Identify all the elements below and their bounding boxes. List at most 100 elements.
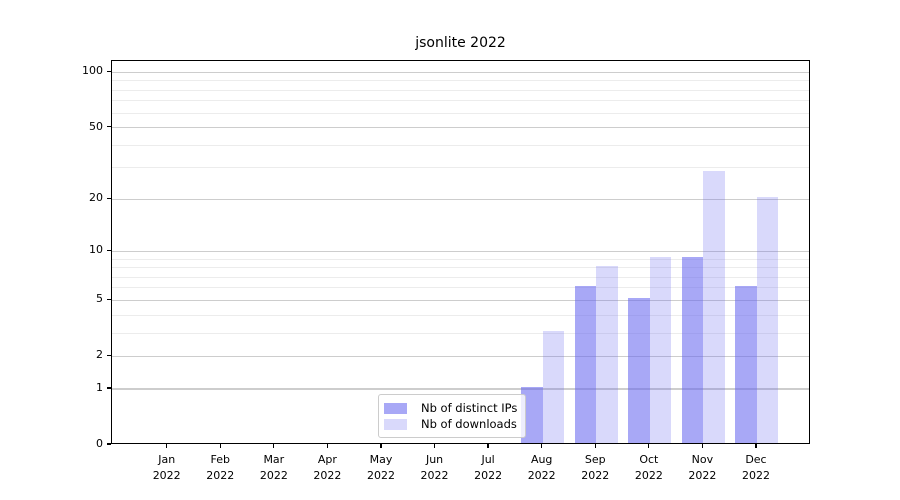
x-tick-label-jun: Jun 2022 xyxy=(407,452,463,483)
legend-label-downloads: Nb of downloads xyxy=(421,417,517,431)
plot-area: Nb of distinct IPs Nb of downloads xyxy=(111,60,810,444)
x-tick-label-month: Feb xyxy=(210,453,230,466)
y-tick-0 xyxy=(106,443,111,445)
gridline-major-100 xyxy=(112,71,809,73)
y-tick-label-2: 2 xyxy=(96,348,103,362)
legend-item-downloads: Nb of downloads xyxy=(384,416,517,432)
x-tick-label-year: 2022 xyxy=(259,468,288,482)
gridline-minor-90 xyxy=(112,80,809,82)
x-tick-label-year: 2022 xyxy=(313,468,342,482)
bar-nb-of-downloads-aug xyxy=(542,331,565,443)
gridline-major-1 xyxy=(112,388,809,390)
x-tick-label-year: 2022 xyxy=(420,468,449,482)
y-tick-label-0: 0 xyxy=(96,437,103,450)
x-tick-label-month: Aug xyxy=(530,453,553,466)
x-tick-nov xyxy=(701,444,704,448)
x-tick-label-jul: Jul 2022 xyxy=(460,452,516,483)
bar-nb-of-downloads-dec xyxy=(756,197,779,443)
x-tick-jun xyxy=(433,444,436,448)
y-tick-label-20: 20 xyxy=(89,191,103,205)
bar-nb-of-distinct-ips-sep xyxy=(574,285,597,443)
gridline-minor-60 xyxy=(112,112,809,114)
gridline-major-20 xyxy=(112,198,809,200)
x-tick-label-year: 2022 xyxy=(634,468,663,482)
x-tick-mar xyxy=(273,444,275,448)
gridline-minor-7 xyxy=(112,276,809,278)
gridline-minor-80 xyxy=(112,89,809,91)
x-tick-label-year: 2022 xyxy=(206,468,235,482)
x-tick-label-year: 2022 xyxy=(688,468,717,482)
x-tick-label-year: 2022 xyxy=(741,468,770,482)
x-tick-label-mar: Mar 2022 xyxy=(246,452,302,483)
x-tick-label-may: May 2022 xyxy=(353,452,409,483)
x-tick-label-nov: Nov 2022 xyxy=(674,452,730,483)
y-tick-1 xyxy=(106,387,111,389)
y-tick-label-50: 50 xyxy=(89,119,103,133)
y-tick-10 xyxy=(106,249,111,252)
x-tick-apr xyxy=(326,444,329,448)
gridline-major-10 xyxy=(112,250,809,252)
x-tick-jul xyxy=(487,444,489,448)
y-tick-label-1: 1 xyxy=(96,381,103,395)
x-tick-label-year: 2022 xyxy=(366,468,395,482)
gridline-minor-6 xyxy=(112,287,809,289)
y-tick-label-100: 100 xyxy=(82,64,103,78)
x-tick-label-month: Jun xyxy=(425,453,444,466)
x-tick-sep xyxy=(594,444,596,448)
gridline-minor-8 xyxy=(112,267,809,269)
x-tick-label-month: May xyxy=(369,453,393,466)
legend: Nb of distinct IPs Nb of downloads xyxy=(378,394,527,438)
x-tick-label-year: 2022 xyxy=(474,468,503,482)
y-tick-5 xyxy=(106,298,111,300)
x-tick-label-oct: Oct 2022 xyxy=(621,452,677,483)
x-tick-label-sep: Sep 2022 xyxy=(567,452,623,483)
x-tick-label-month: Jan xyxy=(158,453,176,466)
gridline-minor-9 xyxy=(112,258,809,260)
x-tick-oct xyxy=(648,444,650,448)
x-tick-label-month: Jul xyxy=(481,453,495,466)
gridline-minor-30 xyxy=(112,167,809,169)
y-tick-20 xyxy=(106,197,111,199)
bar-nb-of-downloads-oct xyxy=(649,257,672,443)
x-tick-label-dec: Dec 2022 xyxy=(728,452,784,483)
x-tick-label-apr: Apr 2022 xyxy=(299,452,355,483)
legend-swatch-downloads xyxy=(384,418,407,430)
x-tick-label-month: Dec xyxy=(745,453,767,466)
x-tick-label-year: 2022 xyxy=(581,468,610,482)
legend-item-distinct-ips: Nb of distinct IPs xyxy=(384,400,517,416)
x-tick-label-month: Nov xyxy=(691,453,714,466)
bar-nb-of-distinct-ips-nov xyxy=(681,257,704,443)
gridline-major-5 xyxy=(112,299,809,301)
x-tick-feb xyxy=(219,444,221,448)
gridline-major-2 xyxy=(112,355,809,357)
x-tick-label-year: 2022 xyxy=(527,468,556,482)
gridline-minor-4 xyxy=(112,314,809,316)
bar-nb-of-distinct-ips-oct xyxy=(628,298,650,443)
bar-nb-of-downloads-nov xyxy=(703,171,725,443)
gridline-minor-3 xyxy=(112,332,809,334)
y-tick-100 xyxy=(106,70,111,73)
bar-nb-of-distinct-ips-aug xyxy=(521,387,543,443)
x-tick-label-feb: Feb 2022 xyxy=(192,452,248,483)
y-tick-50 xyxy=(106,125,111,128)
x-tick-dec xyxy=(755,444,757,448)
x-tick-label-year: 2022 xyxy=(152,468,181,482)
x-tick-label-jan: Jan 2022 xyxy=(139,452,195,483)
x-tick-label-month: Mar xyxy=(263,453,285,466)
y-tick-2 xyxy=(106,354,111,356)
gridline-minor-40 xyxy=(112,144,809,146)
legend-swatch-distinct-ips xyxy=(384,402,407,414)
chart-title: jsonlite 2022 xyxy=(415,35,506,51)
x-tick-label-month: Apr xyxy=(317,453,337,466)
x-tick-aug xyxy=(541,444,543,448)
legend-label-distinct-ips: Nb of distinct IPs xyxy=(421,401,518,415)
y-tick-label-10: 10 xyxy=(89,243,103,257)
x-tick-label-aug: Aug 2022 xyxy=(514,452,570,483)
x-tick-label-month: Oct xyxy=(639,453,659,466)
bar-nb-of-distinct-ips-dec xyxy=(735,285,757,443)
y-tick-label-5: 5 xyxy=(96,292,103,306)
gridline-major-50 xyxy=(112,126,809,129)
x-tick-label-month: Sep xyxy=(584,453,606,466)
x-tick-may xyxy=(380,444,382,448)
